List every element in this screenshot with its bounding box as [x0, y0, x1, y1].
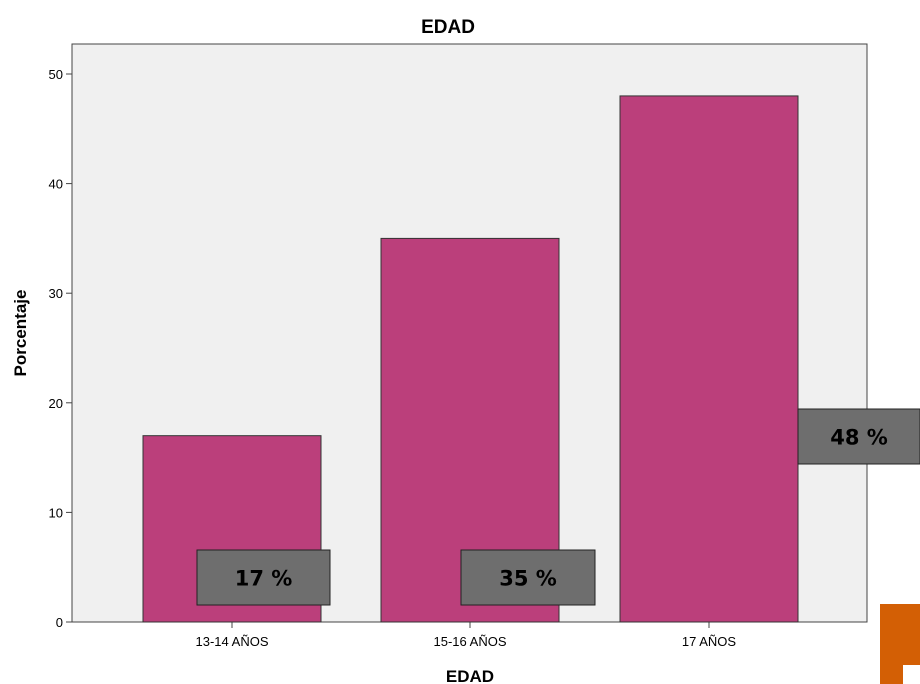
data-label-box	[460, 549, 596, 606]
data-label-box	[196, 549, 331, 606]
chart-title: EDAD	[421, 17, 475, 38]
y-axis: 0 10 20 30 40 50	[49, 67, 72, 630]
y-tick-label: 10	[49, 505, 63, 520]
x-tick-label: 17 AÑOS	[682, 634, 737, 649]
y-tick-label: 30	[49, 286, 63, 301]
y-tick-label: 50	[49, 67, 63, 82]
y-tick-label: 40	[49, 177, 63, 192]
y-tick-label: 0	[56, 615, 63, 630]
data-labels-group: 17 % 35 % 48 %	[196, 408, 920, 606]
data-label: 48 %	[830, 426, 888, 450]
x-tick-label: 15-16 AÑOS	[434, 634, 507, 649]
bars-group	[142, 95, 799, 623]
x-tick-label: 13-14 AÑOS	[196, 634, 269, 649]
corner-accent-inner	[903, 665, 920, 684]
x-axis-title: EDAD	[446, 667, 494, 684]
x-axis: 13-14 AÑOS 15-16 AÑOS 17 AÑOS	[196, 622, 737, 649]
y-axis-title: Porcentaje	[11, 290, 30, 377]
data-label: 35 %	[499, 567, 557, 591]
data-label-box	[797, 408, 920, 465]
bar	[619, 95, 799, 623]
data-label: 17 %	[235, 567, 293, 591]
y-tick-label: 20	[49, 396, 63, 411]
